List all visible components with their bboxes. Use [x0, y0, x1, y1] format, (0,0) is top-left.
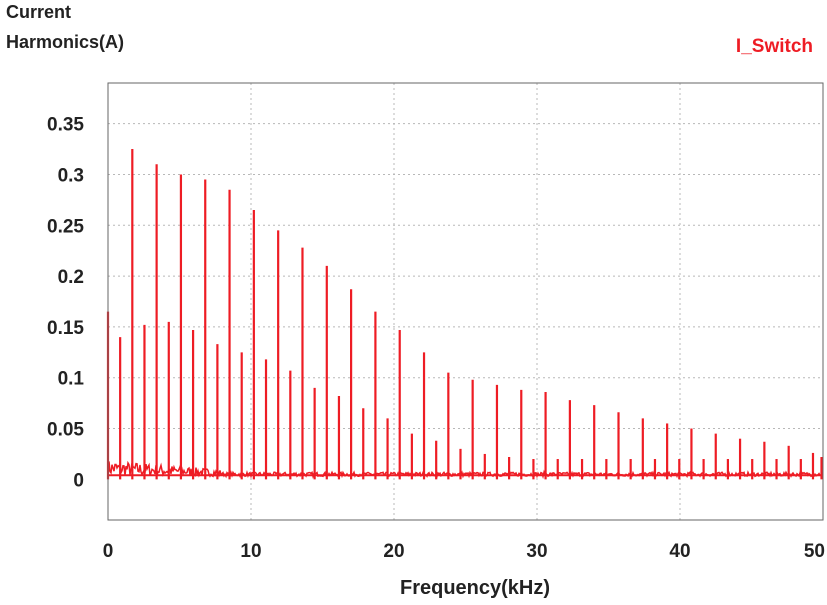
y-axis-label-line1: Current — [6, 2, 72, 22]
y-tick-label: 0.2 — [58, 267, 84, 288]
y-tick-label: 0.1 — [58, 369, 85, 390]
x-tick-label: 40 — [669, 541, 690, 562]
y-tick-label: 0.35 — [47, 115, 84, 136]
plot-background — [108, 83, 823, 520]
x-tick-labels: 0 10 20 30 40 50 — [103, 541, 825, 562]
y-tick-labels: 0 0.05 0.1 0.15 0.2 0.25 0.3 0.35 — [47, 115, 84, 492]
x-tick-label: 0 — [103, 541, 114, 562]
grid-layer — [108, 83, 823, 520]
y-tick-label: 0.15 — [47, 318, 84, 339]
plot-border — [107, 82, 824, 521]
y-tick-label: 0.25 — [47, 216, 84, 237]
y-axis-label-line2: Harmonics(A) — [6, 32, 125, 52]
y-tick-label: 0 — [73, 470, 84, 491]
legend-entry-i-switch: I_Switch — [735, 36, 813, 57]
y-tick-label: 0.05 — [47, 420, 84, 441]
y-tick-label: 0.3 — [58, 165, 84, 186]
x-tick-label: 20 — [383, 541, 404, 562]
x-tick-label: 50 — [804, 541, 825, 562]
x-tick-label: 10 — [240, 541, 261, 562]
x-tick-label: 30 — [526, 541, 547, 562]
x-axis-label: Frequency(kHz) — [400, 577, 550, 599]
